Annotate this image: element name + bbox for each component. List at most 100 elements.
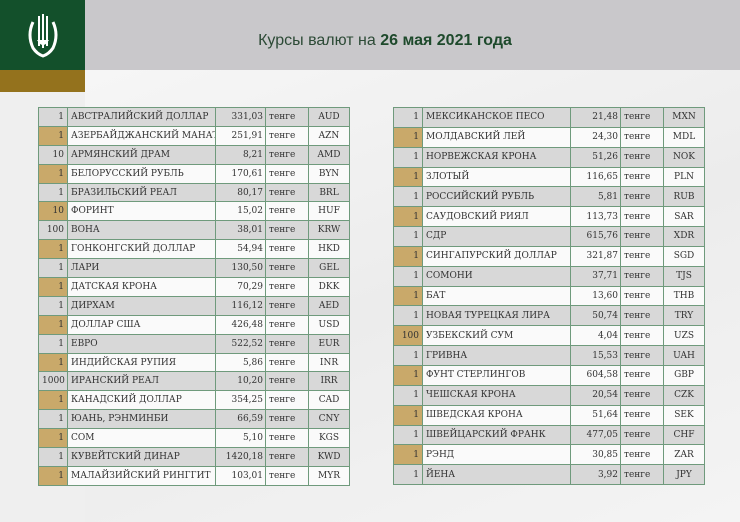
currency-name-cell: ЕВРО <box>67 333 216 354</box>
unit-cell: тенге <box>265 295 309 316</box>
currency-name-cell: ГОНКОНГСКИЙ ДОЛЛАР <box>67 239 216 260</box>
quantity-cell: 1 <box>38 428 68 449</box>
unit-cell: тенге <box>620 325 664 347</box>
quantity-cell: 1 <box>38 277 68 297</box>
currency-code-cell: UAH <box>663 345 705 366</box>
currency-code-cell: RUB <box>663 186 705 208</box>
unit-cell: тенге <box>265 107 309 127</box>
unit-cell: тенге <box>620 226 664 247</box>
currency-name-cell: АРМЯНСКИЙ ДРАМ <box>67 144 216 165</box>
quantity-cell: 1000 <box>38 371 68 392</box>
currency-code-cell: MXN <box>663 107 705 128</box>
unit-cell: тенге <box>620 364 664 386</box>
currency-code-cell: NOK <box>663 146 705 168</box>
currency-name-cell: БАТ <box>422 285 571 307</box>
quantity-cell: 1 <box>38 295 68 316</box>
table-row: 100 УЗБЕКСКИЙ СУМ 4,04 тенге UZS <box>393 325 705 347</box>
currency-code-cell: UZS <box>663 325 705 347</box>
national-bank-emblem-icon <box>28 14 57 58</box>
currency-code-cell: ZAR <box>663 444 705 466</box>
unit-cell: тенге <box>265 409 309 430</box>
currency-name-cell: КАНАДСКИЙ ДОЛЛАР <box>67 390 216 411</box>
rate-cell: 10,20 <box>215 371 266 392</box>
rate-cell: 80,17 <box>215 182 266 203</box>
currency-code-cell: JPY <box>663 464 705 486</box>
quantity-cell: 100 <box>38 220 68 241</box>
table-row: 1 ГРИВНА 15,53 тенге UAH <box>393 345 705 366</box>
quantity-cell: 1 <box>38 333 68 354</box>
table-row: 1 НОРВЕЖСКАЯ КРОНА 51,26 тенге NOK <box>393 146 705 168</box>
rate-cell: 116,12 <box>215 295 266 316</box>
table-row: 1 КУВЕЙТСКИЙ ДИНАР 1420,18 тенге KWD <box>38 447 350 467</box>
unit-cell: тенге <box>265 371 309 392</box>
quantity-cell: 1 <box>38 239 68 260</box>
unit-cell: тенге <box>620 404 664 426</box>
unit-cell: тенге <box>620 305 664 327</box>
currency-name-cell: ИРАНСКИЙ РЕАЛ <box>67 371 216 392</box>
table-row: 1 БРАЗИЛЬСКИЙ РЕАЛ 80,17 тенге BRL <box>38 182 350 203</box>
unit-cell: тенге <box>265 125 309 146</box>
currency-code-cell: INR <box>308 352 350 373</box>
currency-name-cell: АВСТРАЛИЙСКИЙ ДОЛЛАР <box>67 107 216 127</box>
currency-name-cell: НОРВЕЖСКАЯ КРОНА <box>422 146 571 168</box>
currency-name-cell: ЮАНЬ, РЭНМИНБИ <box>67 409 216 430</box>
quantity-cell: 1 <box>393 285 423 307</box>
rate-cell: 8,21 <box>215 144 266 165</box>
currency-code-cell: TRY <box>663 305 705 327</box>
currency-code-cell: TJS <box>663 265 705 287</box>
currency-code-cell: AZN <box>308 125 350 146</box>
rate-cell: 251,91 <box>215 125 266 146</box>
table-row: 1 БАТ 13,60 тенге THB <box>393 285 705 307</box>
table-row: 1 МОЛДАВСКИЙ ЛЕЙ 24,30 тенге MDL <box>393 126 705 148</box>
unit-cell: тенге <box>620 464 664 486</box>
currency-name-cell: ЙЕНА <box>422 464 571 486</box>
rate-cell: 3,92 <box>570 464 621 486</box>
rate-cell: 13,60 <box>570 285 621 307</box>
unit-cell: тенге <box>620 146 664 168</box>
gold-accent-bar <box>0 70 85 92</box>
rate-cell: 24,30 <box>570 126 621 148</box>
quantity-cell: 1 <box>38 163 68 184</box>
currency-code-cell: THB <box>663 285 705 307</box>
unit-cell: тенге <box>265 163 309 184</box>
currency-code-cell: HKD <box>308 239 350 260</box>
unit-cell: тенге <box>620 166 664 188</box>
table-row: 1 СОМ 5,10 тенге KGS <box>38 428 350 449</box>
title-prefix: Курсы валют на <box>258 32 381 49</box>
rate-cell: 116,65 <box>570 166 621 188</box>
quantity-cell: 1 <box>393 226 423 247</box>
table-row: 1 ДАТСКАЯ КРОНА 70,29 тенге DKK <box>38 277 350 297</box>
rate-cell: 21,48 <box>570 107 621 128</box>
quantity-cell: 1 <box>38 447 68 467</box>
unit-cell: тенге <box>620 424 664 446</box>
currency-code-cell: DKK <box>308 277 350 297</box>
quantity-cell: 1 <box>38 409 68 430</box>
unit-cell: тенге <box>265 258 309 279</box>
quantity-cell: 100 <box>393 325 423 347</box>
table-row: 1 АЗЕРБАЙДЖАНСКИЙ МАНАТ 251,91 тенге AZN <box>38 125 350 146</box>
quantity-cell: 10 <box>38 201 68 222</box>
currency-name-cell: ДИРХАМ <box>67 295 216 316</box>
table-row: 1 КАНАДСКИЙ ДОЛЛАР 354,25 тенге CAD <box>38 390 350 411</box>
currency-name-cell: МАЛАЙЗИЙСКИЙ РИНГГИТ <box>67 465 216 486</box>
rate-cell: 54,94 <box>215 239 266 260</box>
currency-name-cell: ГРИВНА <box>422 345 571 366</box>
currency-name-cell: СОМОНИ <box>422 265 571 287</box>
currency-name-cell: ЗЛОТЫЙ <box>422 166 571 188</box>
quantity-cell: 1 <box>393 245 423 267</box>
quantity-cell: 1 <box>393 464 423 486</box>
currency-code-cell: IRR <box>308 371 350 392</box>
currency-code-cell: GBP <box>663 364 705 386</box>
unit-cell: тенге <box>265 182 309 203</box>
currency-name-cell: МОЛДАВСКИЙ ЛЕЙ <box>422 126 571 148</box>
quantity-cell: 1 <box>38 125 68 146</box>
unit-cell: тенге <box>620 206 664 228</box>
header-band <box>0 0 740 70</box>
currency-name-cell: ФОРИНТ <box>67 201 216 222</box>
rate-cell: 331,03 <box>215 107 266 127</box>
quantity-cell: 1 <box>393 424 423 446</box>
currency-code-cell: HUF <box>308 201 350 222</box>
unit-cell: тенге <box>265 144 309 165</box>
table-row: 1 ЙЕНА 3,92 тенге JPY <box>393 464 705 486</box>
rate-cell: 5,10 <box>215 428 266 449</box>
